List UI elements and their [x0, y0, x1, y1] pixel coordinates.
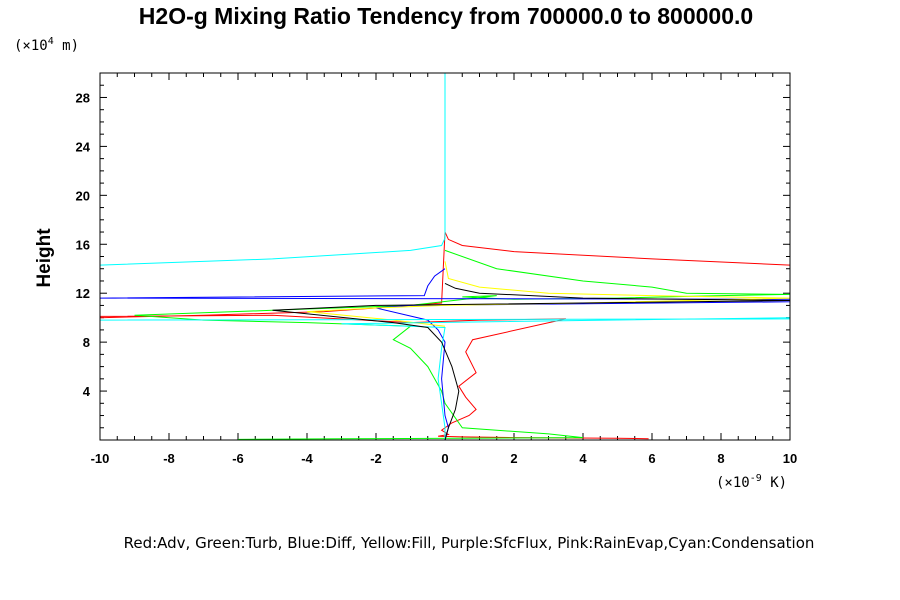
chart-title: H2O-g Mixing Ratio Tendency from 700000.… [139, 3, 753, 29]
x-tick-labels: -10 -8 -6 -4 -2 0 2 4 6 8 10 [91, 451, 798, 466]
series-line-total [272, 282, 791, 441]
y-unit-exponent: 4 [48, 36, 54, 47]
x-tick-label: 4 [579, 451, 587, 466]
x-tick-label: -10 [91, 451, 110, 466]
series-line-diff [99, 268, 791, 441]
x-tick-label: 0 [441, 451, 448, 466]
y-tick-label: 4 [83, 384, 91, 399]
x-tick-label: -8 [163, 451, 175, 466]
y-tick-label: 16 [76, 237, 90, 252]
y-tick-label: 20 [76, 188, 90, 203]
x-unit-label: (×10-9 K) [716, 473, 787, 491]
x-tick-label: -4 [301, 451, 313, 466]
legend-text: Red:Adv, Green:Turb, Blue:Diff, Yellow:F… [124, 534, 815, 552]
y-unit-label: (×104 m) [14, 36, 79, 54]
x-tick-label: 2 [510, 451, 517, 466]
x-tick-label: 10 [783, 451, 797, 466]
x-tick-label: 8 [717, 451, 724, 466]
y-tick-label: 24 [76, 139, 91, 154]
plot-frame [99, 72, 791, 441]
series-line-condensation [99, 73, 791, 440]
y-tick-label: 12 [76, 286, 90, 301]
series-line-turb [134, 249, 791, 440]
x-tick-label: 6 [648, 451, 655, 466]
x-unit-exponent: -9 [750, 473, 762, 484]
y-tick-labels: 4 8 12 16 20 24 28 [76, 90, 91, 399]
x-tick-label: -6 [232, 451, 244, 466]
y-axis-label: Height [34, 228, 55, 288]
series-lines [99, 73, 791, 441]
series-line-fill [306, 261, 791, 327]
y-tick-label: 28 [76, 90, 90, 105]
y-tick-label: 8 [83, 335, 90, 350]
x-tick-label: -2 [370, 451, 382, 466]
